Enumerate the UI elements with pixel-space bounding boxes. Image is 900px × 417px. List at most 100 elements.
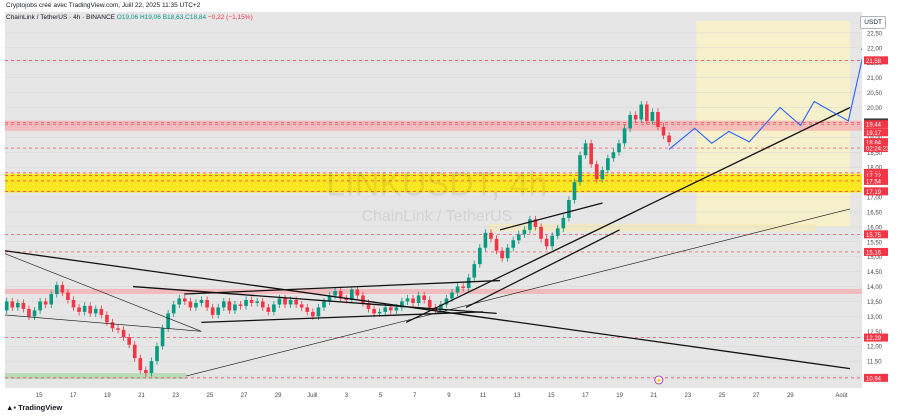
price-tag <box>864 247 888 256</box>
candle <box>66 292 70 300</box>
candle <box>478 247 482 265</box>
candle <box>121 329 126 338</box>
zone-demand <box>5 373 186 380</box>
x-tick-label: 29 <box>275 393 282 399</box>
x-tick-label: 3 <box>345 393 349 399</box>
price-tag <box>864 144 888 153</box>
candle <box>427 299 432 308</box>
candle <box>366 302 371 309</box>
candle <box>377 311 382 314</box>
time-axis <box>0 388 900 400</box>
price-tag <box>864 138 888 147</box>
watermark-name: ChainLink / TetherUS <box>361 208 512 225</box>
ohlc-line: ChainLink / TetherUS · 4h · BINANCE O19,… <box>6 14 253 21</box>
price-tag-label: 17,19 <box>866 190 882 196</box>
symbol-text[interactable]: ChainLink / TetherUS · 4h · BINANCE <box>6 14 115 21</box>
candle <box>494 238 499 251</box>
candle <box>93 308 98 314</box>
y-tick-label: 16,00 <box>867 225 883 231</box>
credit-text: Cryptojobs créé avec TradingView.com, Ju… <box>6 2 201 9</box>
x-tick-label: 27 <box>753 393 760 399</box>
candle <box>656 111 660 127</box>
candle <box>600 170 605 180</box>
x-tick-label: 19 <box>104 393 111 399</box>
y-tick-label: 14,00 <box>867 285 883 291</box>
candle <box>266 307 271 312</box>
candle <box>361 295 365 303</box>
change-value: −0,22 (−1,15%) <box>207 14 253 21</box>
candle <box>311 311 315 317</box>
candle <box>661 126 666 136</box>
x-tick-label: 23 <box>172 393 179 399</box>
candle <box>82 305 87 312</box>
candle <box>500 250 504 259</box>
candle <box>144 370 148 374</box>
x-tick-label: 11 <box>480 393 487 399</box>
candle <box>350 289 354 300</box>
trend-line <box>184 279 501 295</box>
candle <box>188 301 193 308</box>
candle <box>149 361 154 374</box>
candle <box>183 298 187 302</box>
open-value: O19,06 <box>116 14 139 21</box>
x-tick-label: 15 <box>548 393 555 399</box>
candle <box>244 299 248 306</box>
chart-header: Cryptojobs créé avec TradingView.com, Ju… <box>6 2 203 9</box>
y-tick-label: 15,50 <box>867 240 883 246</box>
trend-line <box>185 208 851 377</box>
y-tick-label: 22,50 <box>867 31 883 37</box>
trend-line <box>4 314 202 332</box>
candle <box>628 114 632 129</box>
candle <box>583 143 588 156</box>
high-value: H19,06 <box>139 14 161 21</box>
candle <box>578 155 582 183</box>
price-tag <box>864 128 888 137</box>
y-tick-label: 21,00 <box>867 76 883 82</box>
candle <box>528 219 532 230</box>
currency-button[interactable]: USDT <box>860 16 886 29</box>
candle <box>450 292 454 299</box>
candle <box>489 232 493 239</box>
x-tick-label: 21 <box>138 393 145 399</box>
candle <box>27 308 31 317</box>
candle <box>650 111 655 121</box>
x-tick-label: 9 <box>447 393 451 399</box>
candle <box>138 358 143 371</box>
candle <box>645 104 649 121</box>
candle <box>4 301 9 311</box>
trend-line <box>499 202 603 231</box>
trend-line <box>4 250 851 370</box>
y-tick-label: 14,50 <box>867 270 883 276</box>
candle <box>199 299 204 303</box>
candle <box>355 289 360 296</box>
candle <box>216 307 221 315</box>
candle <box>544 238 549 247</box>
candle <box>54 285 59 294</box>
candle <box>16 302 20 308</box>
candle <box>71 299 76 308</box>
price-tag <box>864 333 888 342</box>
candle <box>667 135 671 143</box>
candle <box>439 304 443 311</box>
price-tag-label: 17,54 <box>866 179 882 185</box>
candle <box>533 219 538 227</box>
candle <box>132 344 137 359</box>
candle <box>411 298 415 303</box>
x-tick-label: 27 <box>241 393 248 399</box>
price-tag-label: 10,94 <box>866 376 882 382</box>
trend-line <box>4 253 202 332</box>
lightning-icon <box>654 375 664 385</box>
close-value: C18,84 <box>185 14 207 21</box>
price-tag-label: 15,16 <box>866 250 882 256</box>
candle <box>205 299 209 308</box>
candle <box>622 128 627 144</box>
candle <box>43 301 48 305</box>
y-tick-label: 22,00 <box>867 46 883 52</box>
projection-path <box>668 44 866 150</box>
x-tick-label: 7 <box>413 393 417 399</box>
candle <box>294 299 298 305</box>
candle <box>177 298 182 305</box>
candle <box>21 302 26 309</box>
candle <box>505 247 510 259</box>
